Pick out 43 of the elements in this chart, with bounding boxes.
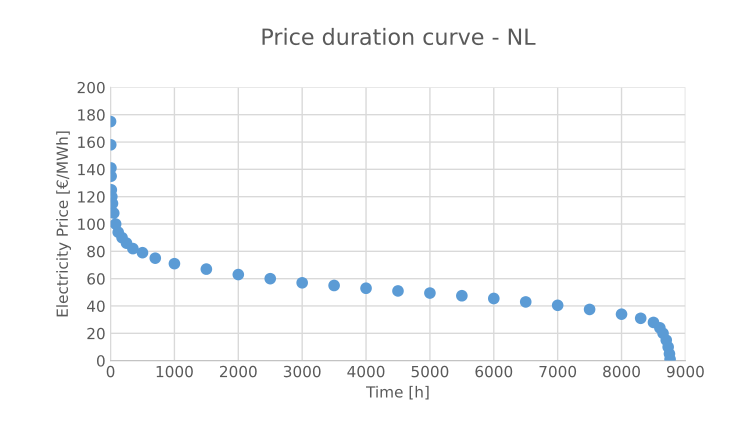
point	[232, 268, 244, 280]
x-tick-label: 9000	[666, 366, 704, 378]
point	[149, 252, 162, 264]
point	[392, 285, 404, 297]
x-tick-label: 5000	[412, 366, 448, 378]
y-tick-label: 120	[78, 191, 105, 203]
y-tick-label: 60	[87, 273, 105, 285]
x-tick-label: 2000	[220, 366, 257, 378]
point	[296, 276, 308, 289]
point	[488, 292, 500, 304]
y-tick-label: 0	[96, 355, 105, 367]
point	[552, 299, 564, 312]
point	[200, 263, 212, 275]
y-tick-label: 20	[87, 328, 105, 340]
y-tick-label: 160	[78, 136, 105, 148]
y-tick-label: 80	[87, 246, 105, 258]
chart-title: Price duration curve - NL	[262, 28, 536, 46]
y-axis-title: Electricity Price [€/MWh]	[56, 131, 71, 316]
y-tick-label: 40	[86, 300, 105, 312]
y-tick-label: 140	[78, 164, 105, 176]
x-tick-label: 7000	[539, 366, 576, 378]
point	[360, 282, 372, 294]
point	[520, 296, 532, 308]
x-tick-label: 8000	[603, 366, 640, 378]
point	[328, 280, 340, 292]
x-tick-label: 1000	[156, 366, 193, 378]
x-tick-label: 0	[106, 366, 114, 378]
x-axis-title: Time [h]	[366, 386, 429, 400]
point	[136, 246, 148, 259]
y-tick-label: 200	[78, 82, 105, 94]
x-tick-label: 4000	[347, 366, 384, 378]
y-tick-label: 180	[78, 109, 105, 121]
x-tick-label: 3000	[284, 366, 321, 378]
point	[456, 290, 468, 302]
point	[424, 287, 436, 299]
point	[634, 312, 647, 324]
point	[616, 308, 628, 320]
x-tick-label: 6000	[475, 366, 512, 378]
point	[168, 258, 180, 270]
point	[127, 242, 139, 254]
point	[264, 272, 276, 284]
y-tick-label: 100	[78, 218, 105, 230]
point	[584, 304, 596, 316]
